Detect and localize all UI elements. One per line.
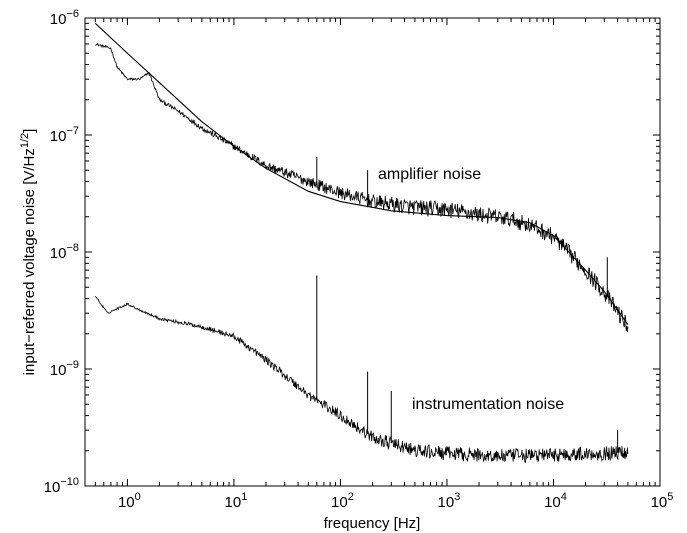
y-tick-label: 10−7	[50, 125, 79, 145]
plot-frame	[84, 17, 661, 487]
y-tick-label-base: 10	[50, 11, 67, 28]
x-tick-label: 102	[331, 491, 354, 511]
y-tick-label-exponent: −10	[60, 476, 79, 488]
y-axis-label: input−referred voltage noise [V/Hz1/2]	[19, 129, 38, 376]
series-layer	[94, 22, 629, 463]
x-tick-label: 105	[651, 491, 674, 511]
series-line-2	[94, 295, 629, 463]
x-tick-label: 100	[118, 491, 141, 511]
y-axis-label-group: input−referred voltage noise [V/Hz1/2]	[19, 129, 38, 376]
y-tick-label: 10−10	[44, 476, 79, 496]
x-tick-label-base: 10	[544, 494, 561, 511]
y-axis-label-main: input−referred voltage noise [V/Hz	[21, 148, 38, 375]
x-tick-label: 104	[544, 491, 567, 511]
x-tick-label-base: 10	[331, 494, 348, 511]
x-tick-label-exponent: 5	[667, 491, 673, 503]
y-tick-label-exponent: −8	[66, 242, 79, 254]
annotation-instrumentation-noise: instrumentation noise	[412, 396, 564, 413]
y-tick-label-base: 10	[44, 479, 61, 496]
y-axis-label-end: ]	[21, 129, 38, 133]
x-tick-label-exponent: 3	[454, 491, 460, 503]
ticks-layer	[84, 17, 661, 487]
x-tick-label-base: 10	[651, 494, 668, 511]
y-tick-label-exponent: −9	[66, 359, 79, 371]
y-tick-label-base: 10	[50, 245, 67, 262]
y-tick-label-exponent: −7	[66, 125, 79, 137]
y-tick-label-base: 10	[50, 362, 67, 379]
y-tick-label: 10−9	[50, 359, 79, 379]
x-tick-label-base: 10	[118, 494, 135, 511]
x-tick-label: 101	[225, 491, 248, 511]
x-tick-label-exponent: 0	[135, 491, 141, 503]
x-tick-label-exponent: 1	[241, 491, 247, 503]
x-tick-label-exponent: 4	[561, 491, 567, 503]
series-line-0	[95, 42, 629, 333]
x-axis-label: frequency [Hz]	[324, 515, 421, 532]
x-tick-label-exponent: 2	[348, 491, 354, 503]
y-tick-label-exponent: −6	[66, 8, 79, 20]
y-tick-label: 10−8	[50, 242, 79, 262]
y-tick-label: 10−6	[50, 8, 79, 28]
x-tick-label: 103	[438, 491, 461, 511]
y-axis-label-superscript: 1/2	[19, 133, 31, 148]
series-line-1	[94, 22, 629, 325]
x-tick-label-base: 10	[438, 494, 455, 511]
x-tick-label-base: 10	[225, 494, 242, 511]
annotation-amplifier-noise: amplifier noise	[378, 166, 481, 183]
y-tick-label-base: 10	[50, 128, 67, 145]
